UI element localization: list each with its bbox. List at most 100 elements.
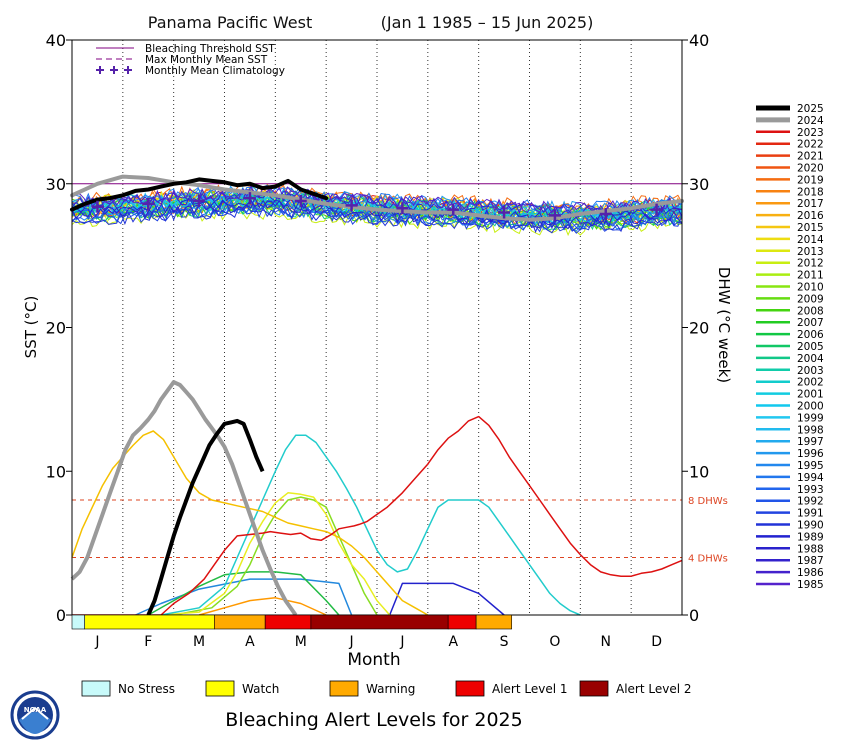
month-label: M [193,634,205,650]
sst-line [71,186,683,216]
axes: 0 0 10 10 20 20 30 30 40 40 J F M A M J J A S O N D [46,31,710,650]
y-tick-label-left: 10 [46,462,66,481]
year-legend-label: 1986 [797,567,824,579]
climatology-point [447,203,460,216]
year-legend-label: 2015 [797,222,824,234]
top-legend-label: Monthly Mean Climatology [145,65,285,77]
alert-segment [264,614,312,630]
sst-line [71,184,683,214]
year-legend-label: 2014 [797,234,824,246]
month-label: F [144,634,152,650]
y-tick-label-right: 0 [689,606,699,625]
alert-legend-swatch [579,680,609,697]
alert-legend-label: Warning [366,682,415,696]
climatology-point [91,200,104,213]
alert-segment [310,614,449,630]
year-legend-label: 2011 [797,270,824,282]
alert-legend-label: Watch [242,682,279,696]
y-tick-label-left: 30 [46,175,66,194]
year-legend-label: 1991 [797,508,824,520]
dhw-line-2016 [71,430,429,616]
month-label: S [500,634,509,650]
sst-line [71,198,683,229]
alert-legend-swatch [455,680,485,697]
bottom-title: Bleaching Alert Levels for 2025 [225,709,522,731]
alert-legend-label: No Stress [118,682,175,696]
year-legend-label: 2006 [797,329,824,341]
year-legend-label: 2010 [797,282,824,294]
series-layer [70,174,684,617]
year-legend-label: 1989 [797,531,824,543]
year-legend-label: 2009 [797,293,824,305]
climatology-point [650,203,663,216]
year-legend-label: 2018 [797,186,824,198]
year-legend-label: 2004 [797,353,824,365]
year-legend-label: 2019 [797,174,824,186]
year-legend-label: 1987 [797,555,824,567]
year-legend-label: 2002 [797,377,824,389]
climatology-point [548,209,561,222]
y-axis-label-right: DHW (°C week) [715,267,733,383]
year-legend-label: 2012 [797,258,824,270]
alert-segment [214,614,266,630]
top-legend-label: Bleaching Threshold SST [145,43,275,55]
y-axis-label-left: SST (°C) [22,296,40,359]
reference-line-label: 4 DHWs [688,554,728,565]
month-label: A [245,634,255,650]
month-label: M [295,634,307,650]
dhw-line-2017 [198,597,327,616]
climatology-point [396,202,409,215]
year-legend-label: 2016 [797,210,824,222]
y-tick-label-right: 30 [689,175,709,194]
year-legend-label: 1997 [797,436,824,448]
dhw-line-2025 [146,418,265,616]
year-legend-label: 2013 [797,246,824,258]
y-tick-label-left: 0 [56,606,66,625]
year-legend-label: 2025 [797,103,824,115]
alert-segment [447,614,477,630]
dhw-line-2005 [147,571,340,616]
climatology-point [193,195,206,207]
chart-subtitle: (Jan 1 1985 – 15 Jun 2025) [381,13,594,32]
noaa-logo: NOAA [10,690,60,740]
year-legend-label: 1996 [797,448,824,460]
alert-legend-label: Alert Level 1 [492,682,568,696]
year-legend-label: 2008 [797,305,824,317]
climatology-point [345,199,358,212]
month-label: N [601,634,611,650]
noaa-logo-text: NOAA [24,706,47,714]
year-legend-label: 2003 [797,365,824,377]
dhw-line-2015 [160,492,391,616]
alert-legend-swatch [205,680,235,697]
alert-segment [84,614,215,630]
climatology-point [599,207,612,220]
alert-segment [71,614,86,630]
year-legend-label: 2000 [797,401,824,413]
reference-line-label: 8 DHWs [688,496,728,507]
month-label: J [399,634,404,650]
month-label: J [94,634,99,650]
sst-line [71,205,683,234]
month-label: O [549,634,560,650]
climatology-point [142,197,155,210]
month-label: A [448,634,458,650]
legend-cross [110,66,118,74]
year-legend-label: 2023 [797,127,824,139]
year-legend-label: 2022 [797,139,824,151]
year-legend-label: 2021 [797,151,824,163]
y-tick-label-right: 40 [689,31,709,50]
x-axis-label: Month [347,650,400,670]
month-label: J [349,634,354,650]
sst-2025-line [70,177,329,212]
year-legend-label: 1990 [797,520,824,532]
dhw-line-2024 [70,380,298,617]
dhw-line-1987 [389,582,505,616]
climatology-point [243,192,256,205]
alert-legend-label: Alert Level 2 [616,682,692,696]
year-legend-label: 1995 [797,460,824,472]
year-legend-label: 2024 [797,115,824,127]
y-tick-label-right: 10 [689,462,709,481]
climatology-point [294,195,307,207]
